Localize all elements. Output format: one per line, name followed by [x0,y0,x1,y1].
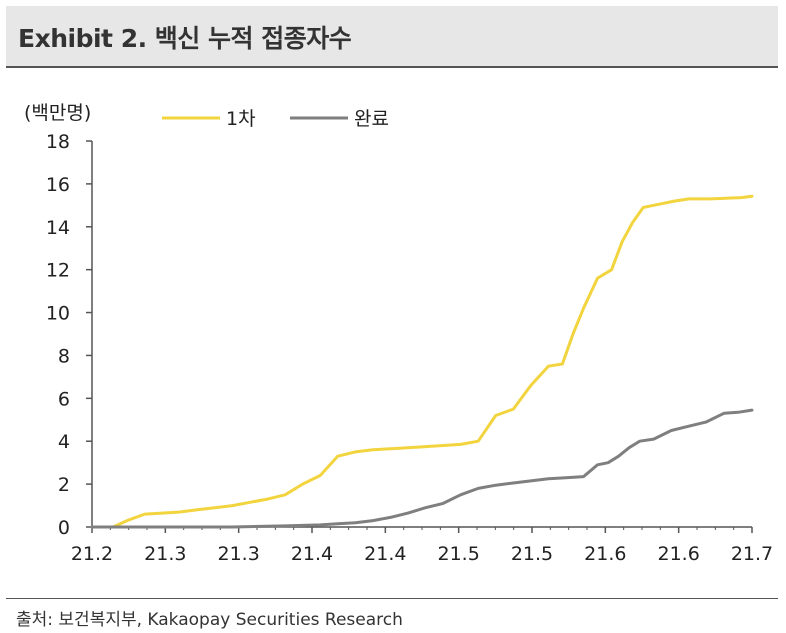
series-line-first-dose [90,194,754,529]
y-tick-label: 14 [46,217,70,239]
footer-divider [6,598,778,599]
x-tick-label: 21.7 [731,543,773,565]
y-tick-label: 10 [46,303,70,325]
chart-axes: 0 2 4 6 8 10 12 14 16 18 21.2 21.3 21.3 21.4 21.4 21.5 2… [46,131,773,565]
exhibit-title: Exhibit 2. 백신 누적 접종자수 [18,24,352,53]
x-tick-label: 21.5 [438,543,480,565]
y-tick-label: 0 [58,517,70,539]
x-tick-label: 21.5 [511,543,553,565]
source-note: 출처: 보건복지부, Kakaopay Securities Research [16,610,403,630]
y-tick-label: 8 [58,345,70,367]
y-tick-label: 18 [46,131,70,153]
x-tick-label: 21.4 [291,543,333,565]
y-tick-label: 2 [58,474,70,496]
y-axis-unit-label: (백만명) [24,102,91,124]
x-tick-label: 21.4 [364,543,406,565]
y-tick-label: 12 [46,260,70,282]
exhibit-header: Exhibit 2. 백신 누적 접종자수 [6,6,778,68]
legend-label: 1차 [226,108,256,130]
y-tick-label: 6 [58,388,70,410]
y-tick-label: 16 [46,174,70,196]
x-tick-label: 21.2 [71,543,113,565]
chart-legend: 1차 완료 [162,108,389,130]
legend-label: 완료 [354,108,389,130]
x-tick-label: 21.3 [218,543,260,565]
series-line-completed [90,408,754,529]
y-tick-label: 4 [58,431,70,453]
x-tick-label: 21.3 [144,543,186,565]
x-tick-label: 21.6 [584,543,626,565]
x-tick-label: 21.6 [658,543,700,565]
series-layer [90,194,754,529]
